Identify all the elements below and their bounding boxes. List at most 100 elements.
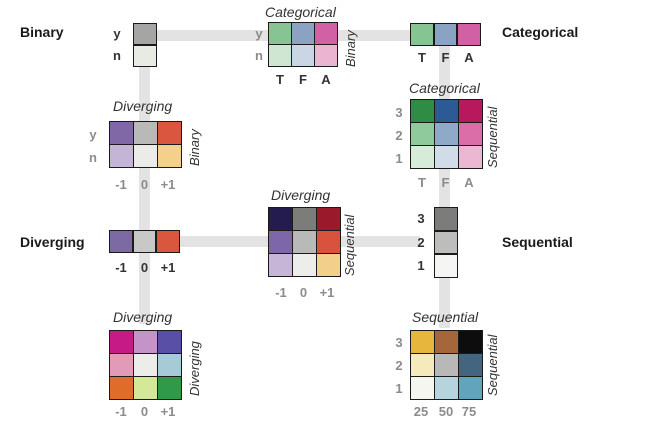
tick-cat-binary-t: T	[276, 72, 284, 87]
matrix-div-div-cell	[157, 353, 182, 377]
binary-swatch-n	[133, 45, 157, 67]
matrix-div-seq-cell	[268, 230, 293, 254]
tick-cat-binary-n: n	[255, 48, 263, 63]
matrix-div-div-title: Diverging	[113, 309, 173, 325]
sequential-swatch-3	[434, 207, 458, 231]
tick-div-div-minus1: -1	[115, 404, 127, 419]
matrix-div-seq-cell	[268, 253, 293, 277]
tick-cat-binary-a: A	[321, 72, 331, 87]
matrix-seq-seq-cell	[458, 330, 483, 354]
matrix-bin-div-side: Binary	[187, 129, 202, 166]
tick-bin-div-plus1: +1	[160, 177, 176, 192]
tick-cat-seq-f: F	[441, 175, 450, 190]
matrix-seq-seq-cell	[434, 353, 459, 377]
tick-sequential-3: 3	[417, 211, 425, 226]
axis-label-diverging: Diverging	[20, 234, 85, 250]
matrix-cat-binary-cell	[291, 44, 315, 67]
tick-cat-seq-2: 2	[395, 128, 403, 143]
binary-swatch-y	[133, 23, 157, 45]
tick-categorical-t: T	[418, 50, 426, 65]
matrix-cat-seq-cell	[458, 122, 483, 146]
categorical-swatch-f	[434, 23, 457, 46]
matrix-bin-div-cell	[109, 144, 134, 168]
tick-bin-div-minus1: -1	[115, 177, 127, 192]
matrix-cat-seq-cell	[434, 145, 459, 169]
matrix-cat-seq-cell	[458, 145, 483, 169]
tick-bin-div-n: n	[89, 150, 97, 165]
matrix-bin-div-cell	[133, 144, 158, 168]
matrix-cat-binary-cell	[314, 22, 338, 45]
matrix-cat-seq-cell	[410, 99, 435, 123]
matrix-cat-binary-side: Binary	[343, 30, 358, 67]
axis-label-binary: Binary	[20, 24, 64, 40]
matrix-div-seq-cell	[316, 207, 341, 231]
matrix-seq-seq-side: Sequential	[485, 334, 500, 396]
tick-bin-div-0: 0	[140, 177, 149, 192]
tick-seq-seq-50: 50	[438, 404, 454, 419]
diverging-swatch-0	[133, 230, 156, 253]
categorical-swatch-a	[457, 23, 481, 46]
matrix-div-seq-side: Sequential	[342, 214, 357, 276]
matrix-cat-seq-title: Categorical	[409, 80, 480, 96]
matrix-div-div-cell	[157, 330, 182, 354]
tick-div-seq-0: 0	[299, 285, 308, 300]
matrix-cat-binary-title: Categorical	[265, 4, 336, 20]
matrix-div-div-cell	[157, 376, 182, 400]
matrix-bin-div-cell	[133, 121, 158, 145]
matrix-bin-div-cell	[109, 121, 134, 145]
tick-seq-seq-2: 2	[395, 358, 403, 373]
tick-div-seq-plus1: +1	[319, 285, 335, 300]
matrix-div-div-cell	[133, 330, 158, 354]
axis-label-categorical: Categorical	[502, 24, 579, 40]
connector-binary-diverging	[139, 66, 150, 324]
matrix-cat-seq-cell	[458, 99, 483, 123]
tick-categorical-a: A	[464, 50, 474, 65]
connector-categorical-sequential	[439, 46, 450, 328]
matrix-div-div-cell	[109, 353, 134, 377]
matrix-cat-binary-cell	[291, 22, 315, 45]
tick-cat-binary-y: y	[255, 26, 263, 41]
sequential-swatch-2	[434, 231, 458, 254]
tick-seq-seq-3: 3	[395, 335, 403, 350]
matrix-seq-seq-cell	[434, 376, 459, 400]
matrix-cat-seq-cell	[410, 145, 435, 169]
matrix-div-seq-cell	[316, 230, 341, 254]
axis-label-sequential: Sequential	[502, 234, 573, 250]
tick-seq-seq-1: 1	[395, 381, 403, 396]
tick-sequential-2: 2	[417, 235, 425, 250]
matrix-seq-seq-cell	[458, 376, 483, 400]
matrix-cat-seq-cell	[434, 99, 459, 123]
diverging-swatch-plus1	[156, 230, 180, 253]
matrix-div-seq-cell	[316, 253, 341, 277]
tick-cat-binary-f: F	[299, 72, 307, 87]
tick-cat-seq-3: 3	[395, 105, 403, 120]
tick-div-seq-minus1: -1	[275, 285, 287, 300]
categorical-swatch-t	[410, 23, 434, 46]
matrix-seq-seq-cell	[410, 376, 435, 400]
matrix-cat-binary-cell	[268, 22, 292, 45]
tick-bin-div-y: y	[89, 127, 97, 142]
tick-diverging-0: 0	[140, 260, 149, 275]
matrix-seq-seq-cell	[434, 330, 459, 354]
matrix-div-seq-cell	[292, 207, 317, 231]
matrix-seq-seq-cell	[458, 353, 483, 377]
matrix-cat-seq-cell	[410, 122, 435, 146]
matrix-div-seq-cell	[292, 253, 317, 277]
matrix-cat-seq-cell	[434, 122, 459, 146]
matrix-div-div-cell	[109, 330, 134, 354]
matrix-cat-binary-cell	[268, 44, 292, 67]
tick-cat-seq-t: T	[418, 175, 426, 190]
diverging-swatch-minus1	[109, 230, 133, 253]
matrix-bin-div-cell	[157, 144, 182, 168]
matrix-cat-binary-cell	[314, 44, 338, 67]
matrix-div-seq-cell	[292, 230, 317, 254]
matrix-seq-seq-cell	[410, 330, 435, 354]
tick-diverging-plus1: +1	[160, 260, 176, 275]
tick-categorical-f: F	[441, 50, 450, 65]
matrix-div-div-cell	[109, 376, 134, 400]
tick-cat-seq-1: 1	[395, 151, 403, 166]
tick-seq-seq-25: 25	[413, 404, 429, 419]
matrix-div-div-cell	[133, 353, 158, 377]
tick-diverging-minus1: -1	[115, 260, 127, 275]
